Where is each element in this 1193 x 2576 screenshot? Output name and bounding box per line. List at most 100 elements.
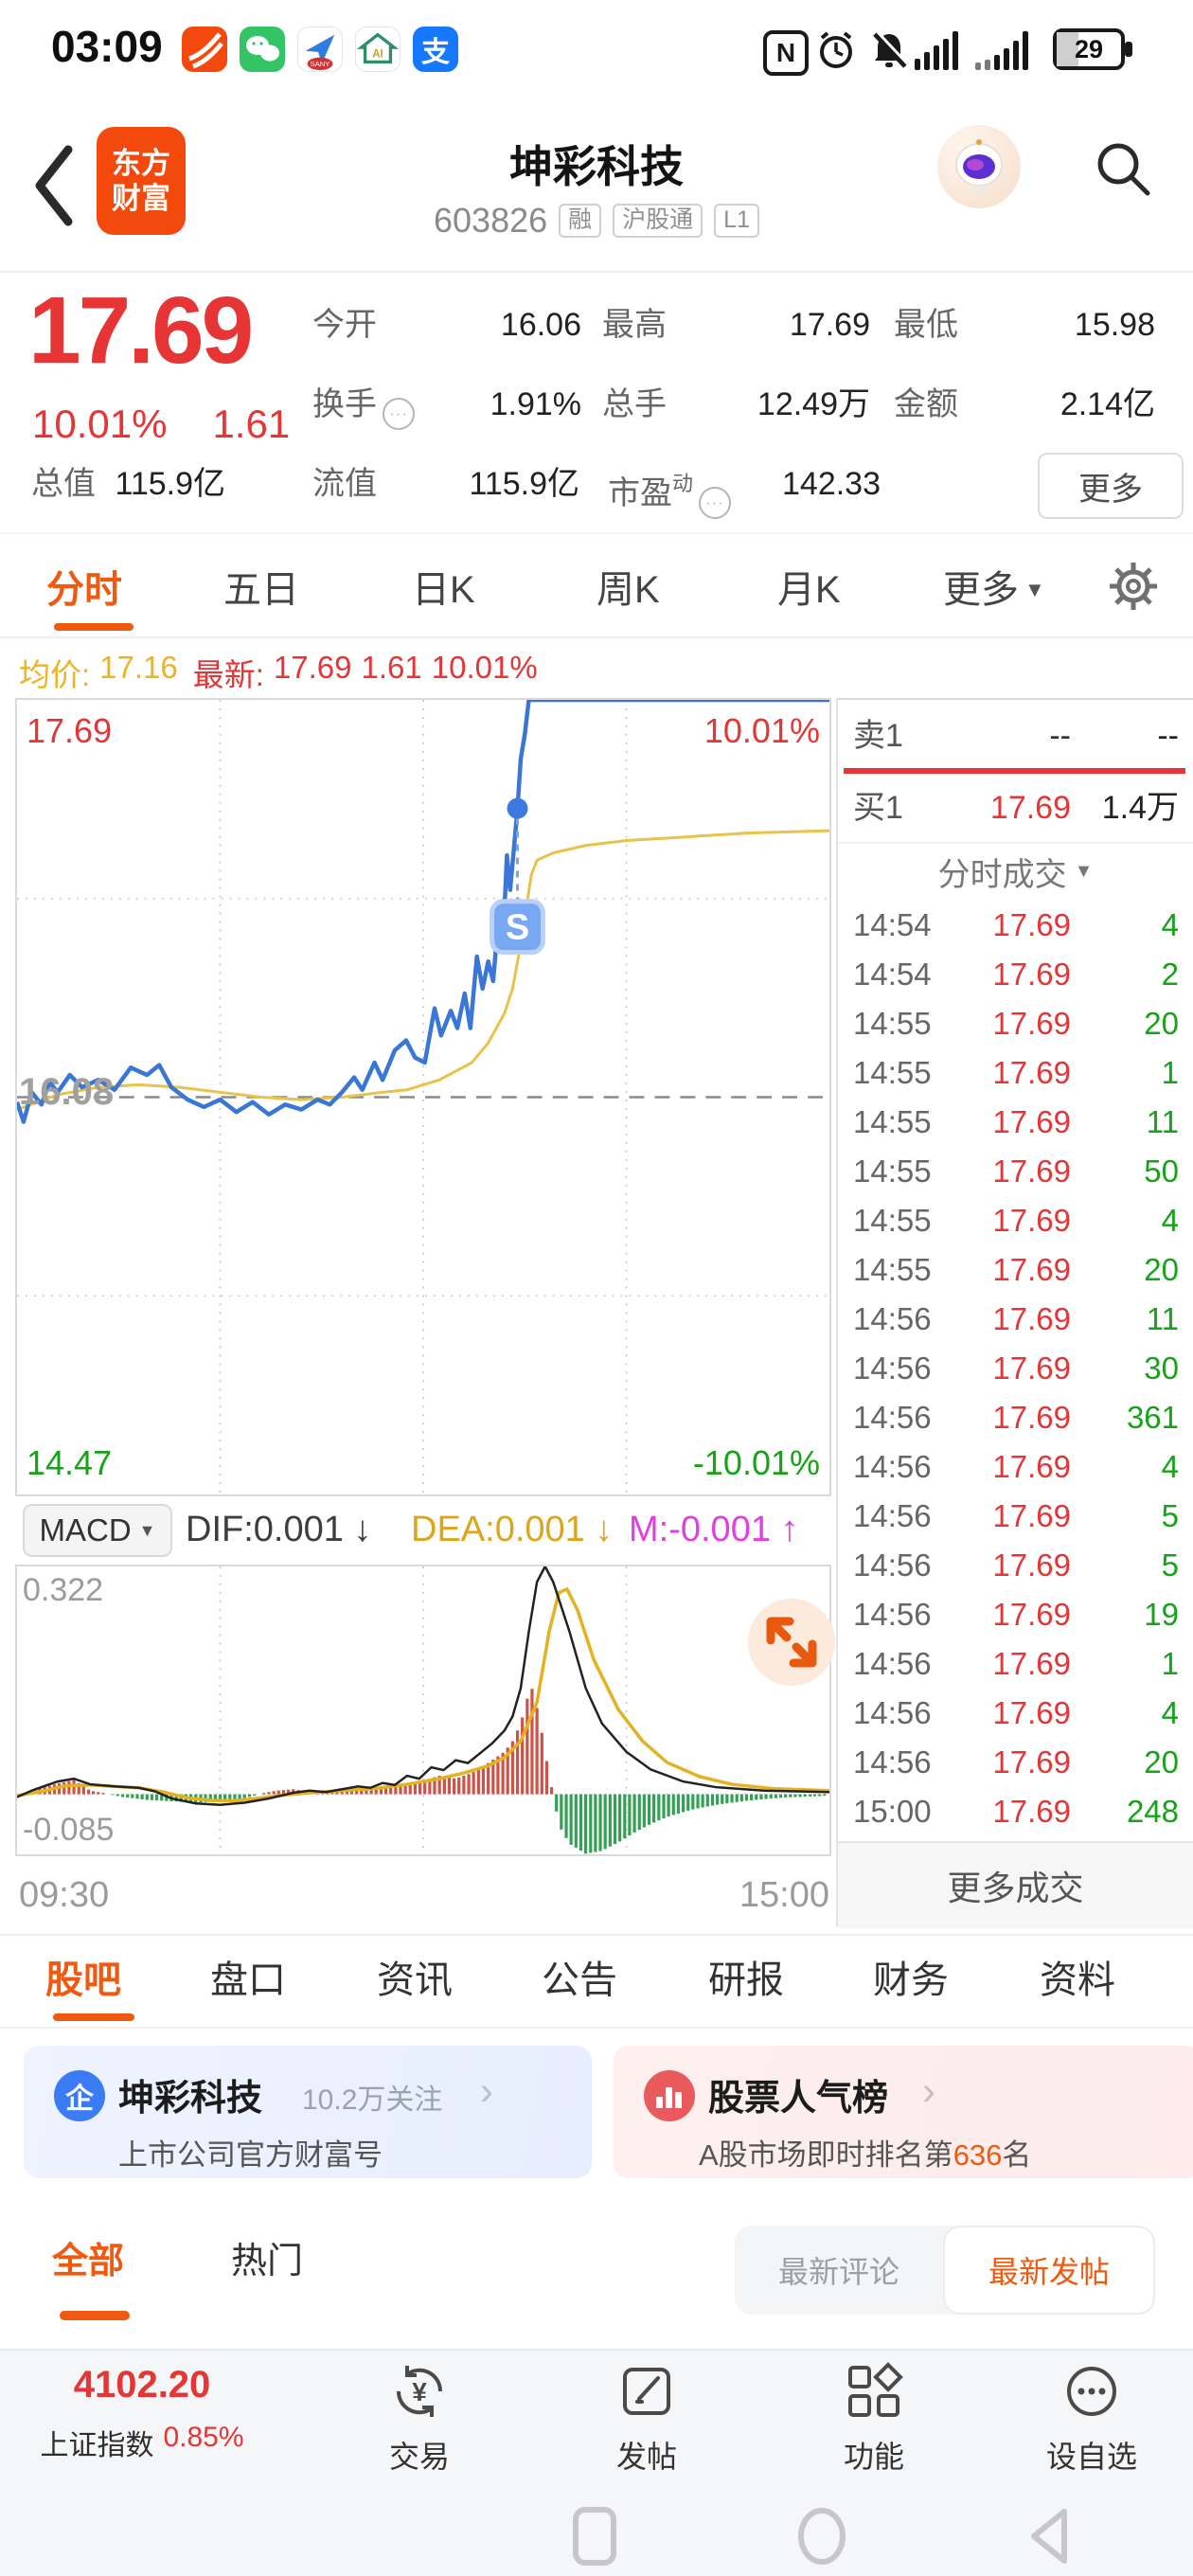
android-recents-button[interactable] xyxy=(568,2506,621,2567)
logo-line1: 东方 xyxy=(112,146,170,180)
index-quote-item[interactable]: 4102.20 上证指数 0.85% xyxy=(4,2364,280,2463)
tick-row[interactable]: 14:56 17.69 30 xyxy=(838,1344,1193,1393)
last-label: 最新: xyxy=(192,657,264,692)
tick-time: 14:55 xyxy=(853,1006,932,1041)
tick-volume: 19 xyxy=(1144,1597,1179,1632)
avg-last-line: 均价: 17.16 最新: 17.69 1.61 10.01% xyxy=(19,650,538,695)
expand-chart-icon[interactable] xyxy=(748,1599,835,1686)
summary-divider xyxy=(0,532,1193,534)
intraday-chart[interactable]: S 17.69 10.01% 16.08 14.47 -10.01% xyxy=(15,698,831,1496)
period-tab-5[interactable]: 更多 ▼ xyxy=(943,569,1045,611)
dea-arrow-icon: ↓ xyxy=(595,1510,614,1549)
tick-row[interactable]: 14:56 17.69 5 xyxy=(838,1492,1193,1541)
tick-row[interactable]: 14:55 17.69 4 xyxy=(838,1196,1193,1245)
nav-watchlist-button[interactable]: 设自选 xyxy=(1011,2360,1172,2477)
android-back-button[interactable] xyxy=(1024,2506,1077,2567)
assistant-avatar[interactable] xyxy=(937,125,1021,208)
nav-watchlist-label: 设自选 xyxy=(1045,2440,1137,2474)
tick-row[interactable]: 14:56 17.69 11 xyxy=(838,1295,1193,1344)
logo-line2: 财富 xyxy=(112,182,170,215)
svg-text:S: S xyxy=(506,908,529,948)
tick-row[interactable]: 14:55 17.69 20 xyxy=(838,1245,1193,1295)
sort-latest-posts[interactable]: 最新发帖 xyxy=(943,2226,1155,2315)
tick-row[interactable]: 14:56 17.69 4 xyxy=(838,1689,1193,1738)
macd-chart[interactable]: 0.322 -0.085 xyxy=(15,1565,835,1856)
popularity-rank-card[interactable]: 股票人气榜 › A股市场即时排名第636名 xyxy=(614,2046,1193,2178)
last-value: 17.69 xyxy=(273,650,352,685)
tick-volume: 30 xyxy=(1144,1351,1179,1386)
sort-latest-comments[interactable]: 最新评论 xyxy=(777,2255,899,2289)
tick-row[interactable]: 14:56 17.69 1 xyxy=(838,1639,1193,1689)
home-ai-app-icon: AI xyxy=(355,27,401,72)
content-tab-1[interactable]: 盘口 xyxy=(210,1959,286,2001)
tick-volume: 20 xyxy=(1144,1006,1179,1041)
tick-volume: 4 xyxy=(1161,1695,1179,1730)
order-tick-panel: 卖1 -- -- 买1 17.69 1.4万 分时成交 ▼ 14:54 17.69… xyxy=(836,698,1193,1928)
content-tab-3[interactable]: 公告 xyxy=(542,1959,617,2001)
feed-tab-hot[interactable]: 热门 xyxy=(231,2242,304,2281)
content-tab-4[interactable]: 研报 xyxy=(708,1959,784,2001)
tick-volume: 4 xyxy=(1161,907,1179,942)
tick-row[interactable]: 15:00 17.69 248 xyxy=(838,1787,1193,1836)
avg-value: 17.16 xyxy=(99,650,178,685)
indicator-selector[interactable]: MACD ▼ xyxy=(23,1504,172,1557)
period-tab-4[interactable]: 月K xyxy=(777,569,841,611)
more-summary-button[interactable]: 更多 xyxy=(1038,453,1184,519)
period-tab-1[interactable]: 五日 xyxy=(223,569,299,611)
tick-row[interactable]: 14:56 17.69 361 xyxy=(838,1393,1193,1442)
index-value: 4102.20 xyxy=(73,2364,211,2406)
tick-row[interactable]: 14:56 17.69 5 xyxy=(838,1541,1193,1590)
content-tab-5[interactable]: 财务 xyxy=(873,1959,949,2001)
sell-level-row[interactable]: 卖1 -- -- xyxy=(838,709,1193,762)
tick-row[interactable]: 14:56 17.69 19 xyxy=(838,1590,1193,1639)
content-tab-6[interactable]: 资料 xyxy=(1040,1959,1115,2001)
tick-list-header[interactable]: 分时成交 ▼ xyxy=(838,846,1193,897)
tick-row[interactable]: 14:55 17.69 20 xyxy=(838,999,1193,1048)
total-mcap: 总值 115.9亿 xyxy=(31,462,225,506)
features-icon xyxy=(793,2360,954,2427)
turnover-label: 换手 ··· xyxy=(312,383,415,430)
company-card-subtitle: 上市公司官方财富号 xyxy=(118,2138,383,2172)
feed-tab-all[interactable]: 全部 xyxy=(52,2242,125,2281)
high-label: 最高 xyxy=(602,307,667,343)
content-tab-2[interactable]: 资讯 xyxy=(377,1959,453,2001)
m-arrow-icon: ↑ xyxy=(780,1510,799,1549)
tick-row[interactable]: 14:55 17.69 50 xyxy=(838,1147,1193,1196)
chart-settings-gear-icon[interactable] xyxy=(1104,557,1163,620)
company-account-card[interactable]: 企 坤彩科技 10.2万关注 › 上市公司官方财富号 xyxy=(24,2046,592,2178)
search-icon[interactable] xyxy=(1093,138,1155,206)
content-tab-0[interactable]: 股吧 xyxy=(45,1959,121,2001)
nav-post-button[interactable]: 发帖 xyxy=(566,2360,727,2477)
tick-time: 14:56 xyxy=(853,1547,932,1583)
active-tab-underline xyxy=(54,623,134,631)
period-tab-0[interactable]: 分时 xyxy=(46,569,122,611)
chart-min-pct-label: -10.01% xyxy=(692,1443,820,1482)
period-tab-2[interactable]: 日K xyxy=(412,569,475,611)
tick-row[interactable]: 14:55 17.69 11 xyxy=(838,1098,1193,1147)
buy1-label: 买1 xyxy=(853,790,903,826)
battery-icon: 29 xyxy=(1053,28,1132,70)
total-mcap-value: 115.9亿 xyxy=(115,466,226,502)
tick-price: 17.69 xyxy=(992,1547,1071,1583)
nav-trade-button[interactable]: ¥ 交易 xyxy=(339,2360,500,2477)
alarm-icon xyxy=(814,28,858,77)
pe-info-icon[interactable]: ··· xyxy=(699,486,732,519)
period-tab-3[interactable]: 周K xyxy=(596,569,660,611)
tick-row[interactable]: 14:54 17.69 4 xyxy=(838,901,1193,950)
last-pct: 10.01% xyxy=(431,650,538,685)
tick-volume: 11 xyxy=(1146,1301,1179,1336)
tick-row[interactable]: 14:55 17.69 1 xyxy=(838,1048,1193,1098)
buy-level-row[interactable]: 买1 17.69 1.4万 xyxy=(838,781,1193,834)
android-home-button[interactable] xyxy=(795,2506,848,2567)
float-mcap-label: 流值 xyxy=(312,466,377,502)
tick-row[interactable]: 14:56 17.69 4 xyxy=(838,1442,1193,1492)
eastmoney-logo[interactable]: 东方 财富 xyxy=(97,127,186,235)
tick-row[interactable]: 14:56 17.69 20 xyxy=(838,1738,1193,1787)
section-divider xyxy=(0,1934,1193,1936)
tick-row[interactable]: 14:54 17.69 2 xyxy=(838,950,1193,999)
back-button[interactable] xyxy=(32,142,76,234)
nav-features-button[interactable]: 功能 xyxy=(793,2360,954,2477)
dea-text: DEA:0.001 xyxy=(411,1510,585,1549)
info-icon[interactable]: ··· xyxy=(383,397,415,430)
more-ticks-button[interactable]: 更多成交 xyxy=(838,1841,1193,1928)
